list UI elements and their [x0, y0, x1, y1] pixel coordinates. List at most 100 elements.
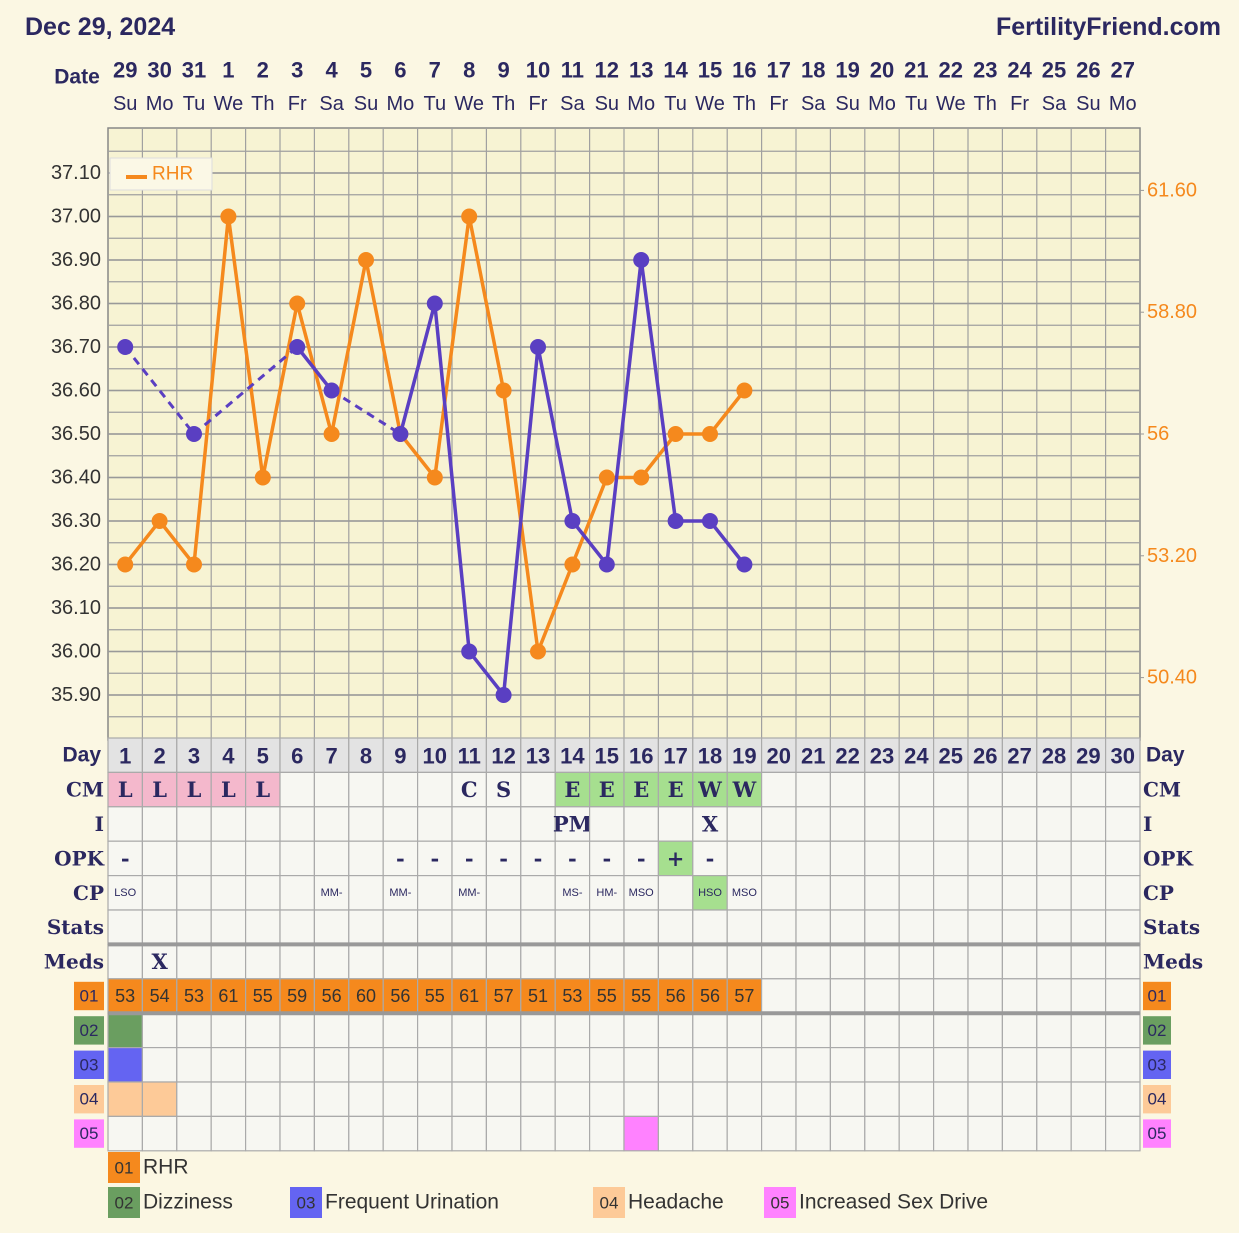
y2-tick-label: 61.60	[1147, 179, 1197, 201]
symptom-code: 03	[80, 1055, 99, 1074]
symptom-code: 04	[80, 1090, 99, 1109]
cell-text: HSO	[698, 887, 722, 899]
table-cell	[692, 1115, 728, 1152]
table-cell	[932, 771, 969, 808]
row-label: CM	[66, 778, 104, 802]
table-cell	[348, 806, 384, 842]
date-label: 16	[732, 58, 756, 83]
table-cell	[657, 1012, 694, 1049]
row-label: OPK	[54, 846, 104, 870]
table-cell	[1104, 1115, 1141, 1152]
row-label-right: Meds	[1143, 950, 1203, 974]
table-cell	[795, 1012, 832, 1049]
date-label: 10	[526, 58, 550, 83]
weekday-label: Sa	[319, 93, 344, 115]
table-cell	[554, 978, 591, 1014]
table-cell	[967, 943, 1004, 980]
series-point	[667, 426, 684, 442]
cell-text: E	[599, 777, 615, 802]
table-cell	[176, 806, 212, 842]
series-point	[564, 556, 581, 573]
table-cell	[623, 1081, 660, 1118]
weekday-label: Sa	[1042, 93, 1067, 115]
rhr-value: 55	[425, 986, 445, 1006]
table-cell	[245, 771, 281, 808]
table-cell	[760, 943, 797, 980]
table-cell	[864, 909, 900, 946]
table-cell	[795, 874, 832, 911]
day-number: 17	[663, 744, 687, 769]
table-cell	[313, 806, 350, 842]
table-cell	[141, 840, 178, 877]
weekday-label: We	[454, 93, 484, 115]
table-cell	[417, 1046, 453, 1083]
table-cell	[829, 909, 866, 946]
table-cell	[795, 806, 832, 842]
table-cell	[279, 909, 316, 946]
table-cell	[382, 737, 419, 774]
table-cell	[1070, 943, 1107, 980]
table-cell	[1036, 771, 1072, 808]
series-point	[598, 556, 615, 573]
cell-text: MM-	[458, 887, 480, 899]
symptom-mark	[107, 1081, 144, 1118]
date-label: 4	[325, 58, 338, 83]
table-cell	[1104, 806, 1141, 842]
weekday-label: Th	[251, 93, 274, 115]
row-label: Meds	[44, 950, 104, 974]
legend-code-box	[290, 1187, 322, 1218]
weekday-label: We	[214, 93, 244, 115]
table-cell	[313, 1046, 350, 1083]
table-cell	[1001, 1012, 1038, 1049]
symptom-mark	[107, 1046, 144, 1083]
table-cell	[1001, 1081, 1038, 1118]
table-cell	[829, 840, 866, 877]
legend-name: Headache	[628, 1191, 724, 1214]
table-cell	[829, 1046, 866, 1083]
rhr-value: 57	[494, 986, 514, 1006]
table-cell	[692, 840, 728, 877]
table-cell	[1001, 943, 1038, 980]
cell-text: -	[121, 846, 130, 871]
table-cell	[829, 943, 866, 980]
table-cell	[967, 1081, 1004, 1118]
table-cell	[864, 874, 900, 911]
table-cell	[1104, 978, 1141, 1014]
table-cell	[176, 978, 212, 1014]
legend-code-box	[108, 1152, 140, 1183]
date-label: 3	[291, 58, 303, 83]
table-cell	[210, 909, 247, 946]
cell-text: W	[697, 777, 722, 802]
day-number: 28	[1042, 744, 1066, 769]
symptom-code-box	[74, 1016, 104, 1045]
table-cell	[726, 1115, 763, 1152]
table-cell	[485, 874, 522, 911]
day-number: 4	[222, 744, 235, 769]
symptom-code-box	[74, 1085, 104, 1114]
table-cell	[623, 737, 660, 774]
table-cell	[554, 943, 591, 980]
table-cell	[382, 806, 419, 842]
table-cell	[279, 1046, 316, 1083]
table-cell	[898, 840, 935, 877]
table-cell	[348, 840, 384, 877]
table-cell	[1070, 1012, 1107, 1049]
date-label: 14	[663, 58, 688, 83]
day-number: 11	[458, 744, 481, 769]
weekday-label: Th	[492, 93, 515, 115]
series-point	[426, 295, 443, 312]
table-cell	[932, 1046, 969, 1083]
header-site: FertilityFriend.com	[996, 13, 1221, 41]
day-number: 18	[698, 744, 722, 769]
table-cell	[726, 978, 763, 1014]
rhr-value: 61	[218, 986, 238, 1006]
y-tick-label: 36.00	[51, 641, 101, 663]
table-cell	[1036, 909, 1072, 946]
cell-text: HM-	[596, 887, 617, 899]
table-cell	[795, 909, 832, 946]
table-cell	[795, 978, 832, 1014]
y2-tick-label: 53.20	[1147, 545, 1197, 567]
y-tick-label: 36.20	[51, 554, 101, 576]
date-label: 25	[1042, 58, 1066, 83]
